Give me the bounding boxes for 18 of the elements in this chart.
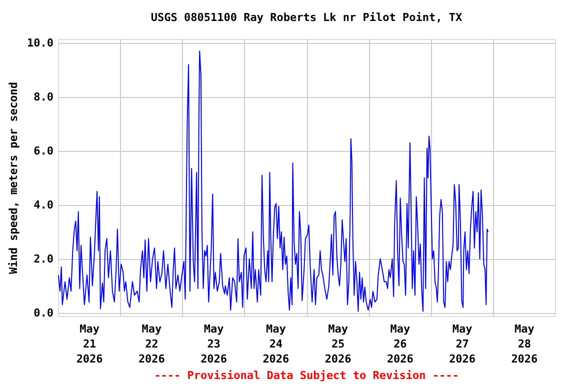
- x-tick-label: May 22 2026: [138, 322, 166, 366]
- y-tick-label: 2.0: [34, 252, 54, 266]
- y-axis-title: Wind speed, meters per second: [7, 82, 20, 274]
- y-tick-label: 4.0: [34, 198, 54, 212]
- x-tick-label: May 27 2026: [449, 322, 476, 366]
- y-tick-label: 8.0: [34, 90, 54, 104]
- chart-title: USGS 08051100 Ray Roberts Lk nr Pilot Point, TX: [150, 11, 463, 24]
- y-tick-label: 6.0: [34, 144, 54, 158]
- text: ---- Provisional Data Subject to Revision ----: [154, 369, 459, 382]
- x-tick-label: May 25 2026: [324, 322, 352, 366]
- y-tick-label: 0.0: [34, 306, 54, 320]
- x-tick-label: May 26 2026: [386, 322, 414, 366]
- x-tick-label: May 23 2026: [200, 322, 228, 366]
- x-tick-label: May 28 2026: [511, 322, 538, 366]
- x-tick-label: May 21 2026: [76, 322, 104, 366]
- x-tick-label: May 24 2026: [262, 322, 290, 366]
- y-tick-label: 10.0: [27, 36, 54, 50]
- line-series: [58, 50, 489, 312]
